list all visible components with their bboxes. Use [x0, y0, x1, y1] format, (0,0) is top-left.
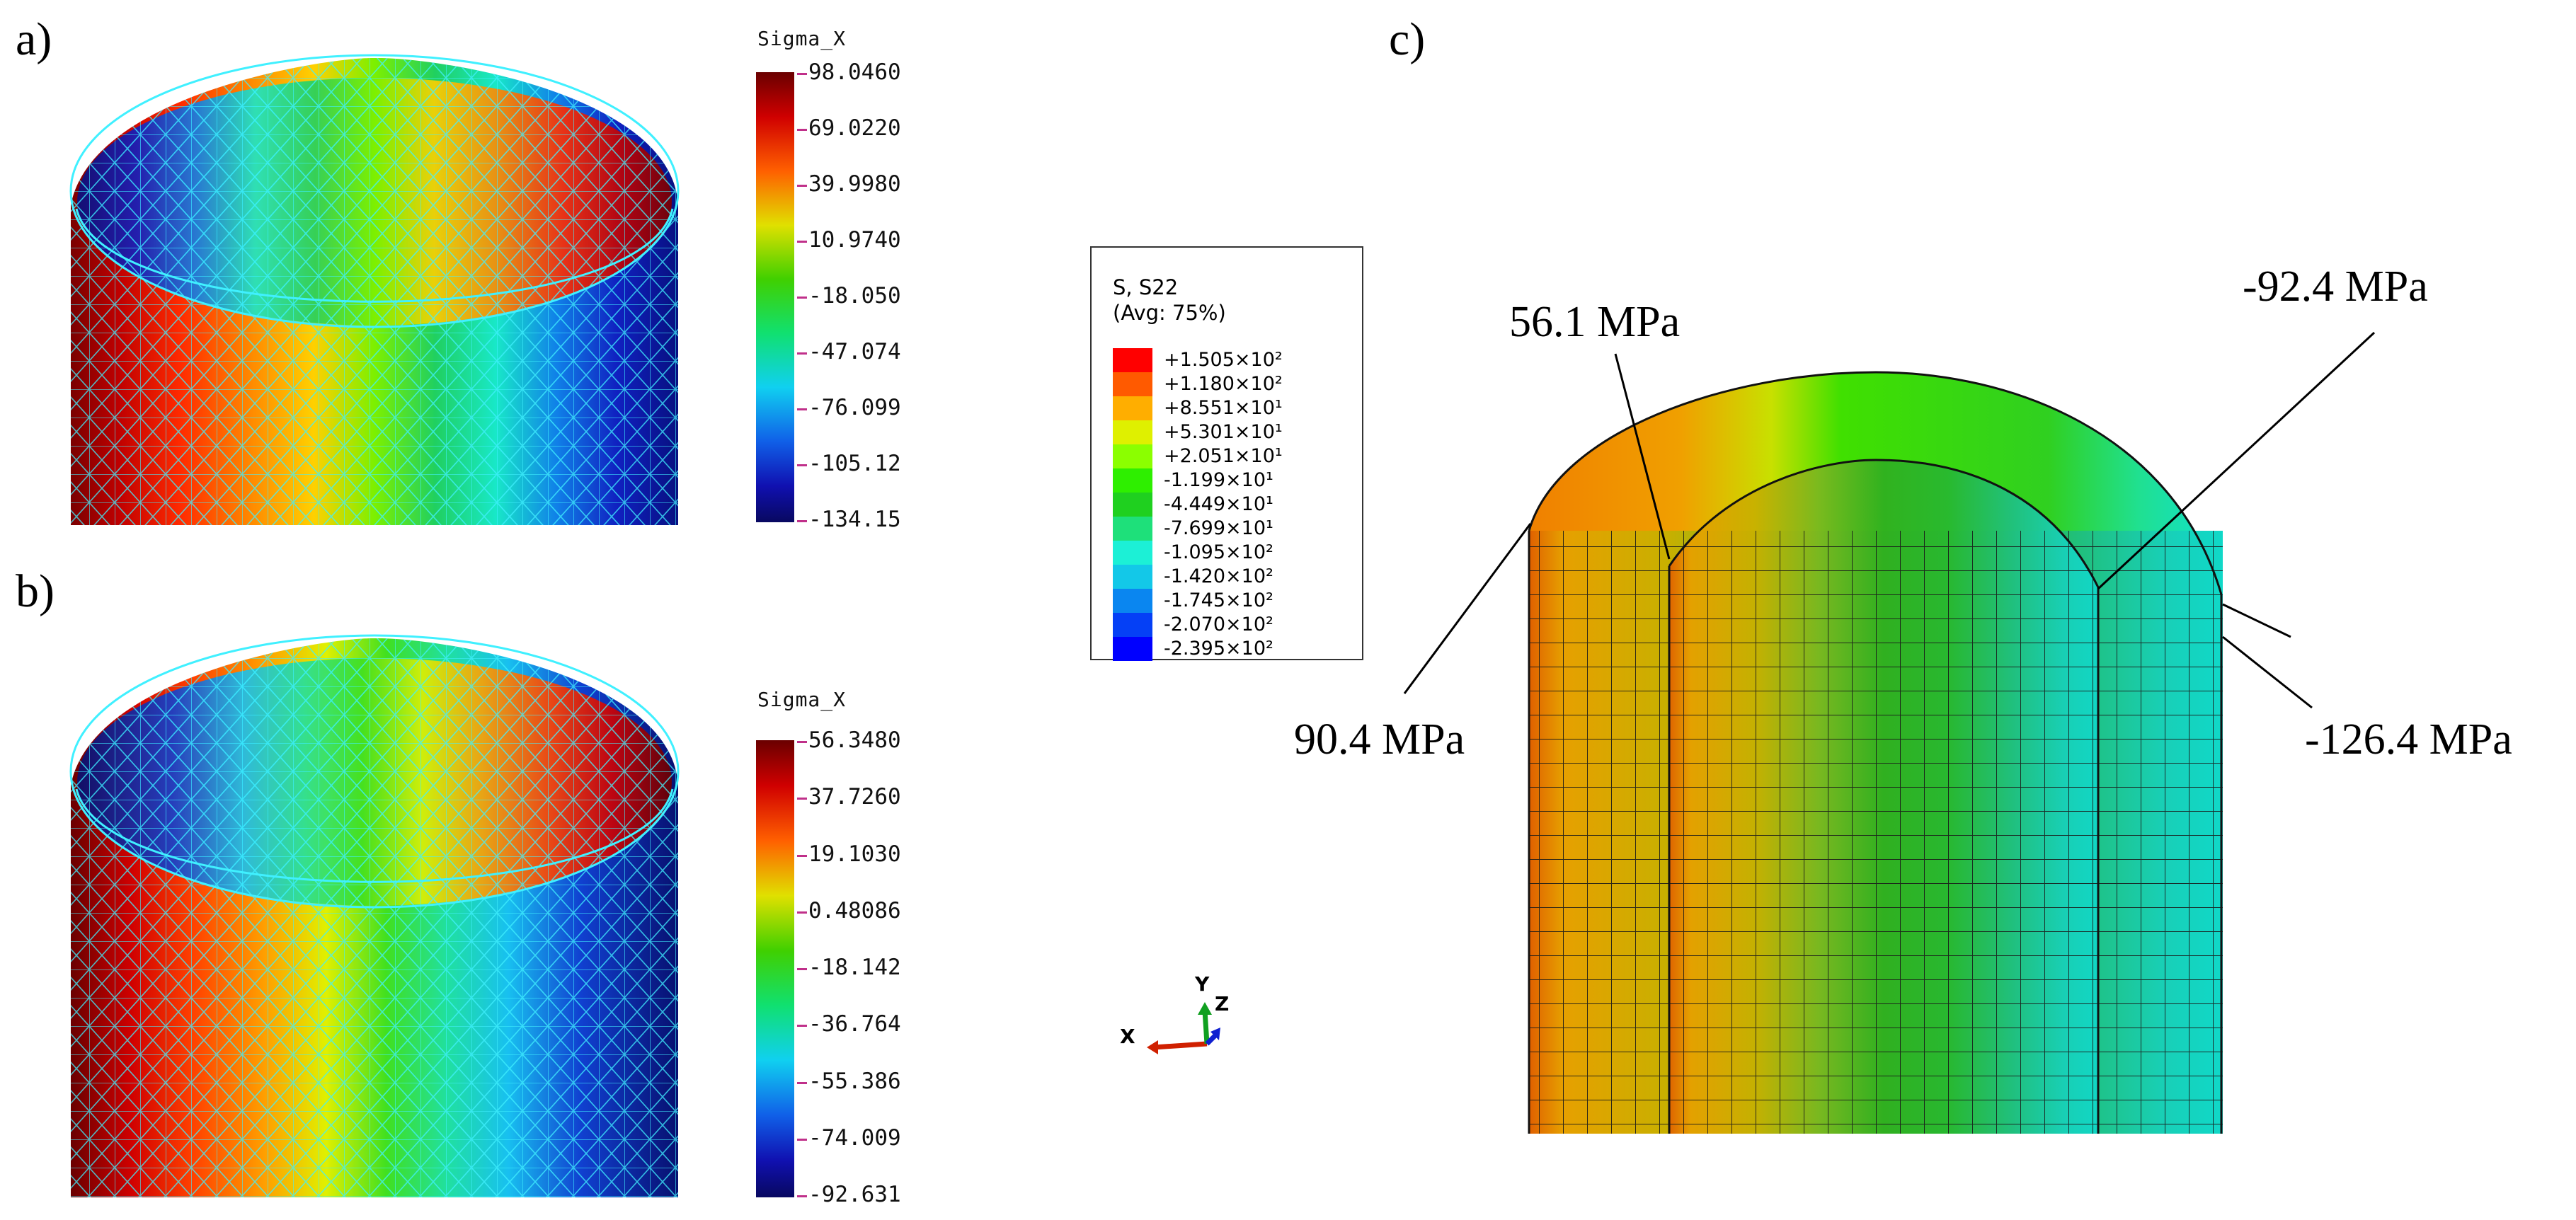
legend-entry: -1.745×10²: [1113, 589, 1368, 613]
legend-entry: -1.199×10¹: [1113, 468, 1368, 493]
colorbar-tick-label: -76.099: [808, 395, 901, 420]
colorbar-tick-mark: [797, 968, 807, 970]
legend-entry: -1.095×10²: [1113, 541, 1368, 565]
axis-triad: [1147, 1002, 1220, 1054]
annotation-outer-right: -126.4 MPa: [2305, 715, 2512, 764]
colorbar-tick-mark: [797, 520, 807, 522]
annotation-inner-left: 56.1 MPa: [1509, 298, 1681, 346]
colorbar-tick-label: -47.074: [808, 339, 901, 364]
colorbar-tick-mark: [797, 798, 807, 800]
legend-entry: -2.070×10²: [1113, 613, 1368, 637]
colorbar-tick-label: 19.1030: [808, 841, 901, 867]
legend-entry-label: -1.420×10²: [1164, 565, 1273, 587]
legend-swatch: [1113, 517, 1152, 541]
colorbar-tick-mark: [797, 464, 807, 466]
legend-entry-label: -2.070×10²: [1164, 614, 1273, 635]
colorbar-a: [756, 72, 794, 522]
colorbar-tick-mark: [797, 408, 807, 410]
abaqus-legend: S, S22 (Avg: 75%) +1.505×10² +1.180×10² +8…: [1090, 246, 1363, 661]
colorbar-tick-mark: [797, 352, 807, 355]
cylinder-plot-a: [69, 54, 680, 526]
colorbar-tick-label: -134.15: [808, 507, 901, 532]
legend-entries: +1.505×10² +1.180×10² +8.551×10¹ +5.301×10¹…: [1113, 348, 1353, 667]
panel-label-a: a): [16, 13, 52, 65]
cylinder-plot-b: [69, 634, 680, 1197]
legend-title-avg: (Avg: 75%): [1113, 301, 1226, 325]
legend-swatch: [1113, 444, 1152, 468]
axis-z-label: Z: [1215, 992, 1230, 1015]
colorbar-tick-label: -105.12: [808, 451, 901, 476]
colorbar-tick-label: -55.386: [808, 1068, 901, 1094]
colorbar-tick-label: 37.7260: [808, 784, 901, 810]
colorbar-b: [756, 740, 794, 1197]
panel-label-b: b): [16, 565, 55, 617]
colorbar-tick-label: 10.9740: [808, 227, 901, 253]
colorbar-tick-mark: [797, 129, 807, 131]
colorbar-tick-mark: [797, 297, 807, 299]
legend-swatch: [1113, 396, 1152, 420]
axis-x-label: X: [1120, 1025, 1135, 1048]
colorbar-tick-mark: [797, 241, 807, 243]
colorbar-tick-mark: [797, 1138, 807, 1141]
legend-entry-label: +5.301×10¹: [1164, 421, 1283, 443]
colorbar-tick-label: -74.009: [808, 1124, 901, 1151]
legend-swatch: [1113, 589, 1152, 613]
legend-entry: -7.699×10¹: [1113, 517, 1368, 541]
legend-entry-label: -2.395×10²: [1164, 638, 1273, 660]
colorbar-tick-label: -18.142: [808, 955, 901, 980]
legend-entry-label: -1.095×10²: [1164, 541, 1273, 563]
colorbar-tick-mark: [797, 854, 807, 857]
colorbar-tick-mark: [797, 185, 807, 187]
colorbar-tick-label: 39.9980: [808, 171, 901, 197]
colorbar-tick-mark: [797, 741, 807, 743]
legend-swatch: [1113, 348, 1152, 372]
legend-swatch: [1113, 541, 1152, 565]
annotation-inner-right: -92.4 MPa: [2243, 263, 2428, 311]
colorbar-tick-mark: [797, 73, 807, 75]
annotation-outer-left: 90.4 MPa: [1294, 715, 1465, 764]
legend-entry: +1.180×10²: [1113, 372, 1368, 396]
legend-entry-label: +1.180×10²: [1164, 373, 1283, 395]
colorbar-tick-label: 56.3480: [808, 727, 901, 753]
legend-entry-label: +8.551×10¹: [1164, 397, 1283, 419]
colorbar-tick-mark: [797, 1081, 807, 1084]
colorbar-tick-mark: [797, 911, 807, 914]
legend-entry-label: -7.699×10¹: [1164, 517, 1273, 539]
legend-entry-label: -1.745×10²: [1164, 589, 1273, 611]
legend-swatch: [1113, 420, 1152, 444]
legend-entry: -2.395×10²: [1113, 637, 1368, 661]
legend-entry: -1.420×10²: [1113, 565, 1368, 589]
colorbar-a-title: Sigma_X: [757, 27, 847, 50]
legend-entry-label: -4.449×10¹: [1164, 493, 1273, 515]
colorbar-tick-label: -36.764: [808, 1011, 901, 1037]
legend-swatch: [1113, 468, 1152, 493]
legend-swatch: [1113, 372, 1152, 396]
colorbar-tick-label: 0.48086: [808, 897, 901, 923]
legend-entry: +8.551×10¹: [1113, 396, 1368, 420]
legend-entry: -4.449×10¹: [1113, 493, 1368, 517]
legend-swatch: [1113, 637, 1152, 661]
axis-y-label: Y: [1195, 972, 1210, 996]
solid-cylinder-plot: [1528, 371, 2223, 1134]
colorbar-tick-label: 69.0220: [808, 115, 901, 141]
colorbar-tick-label: -92.631: [808, 1182, 901, 1207]
panel-label-c: c): [1389, 13, 1426, 65]
legend-entry-label: +1.505×10²: [1164, 349, 1283, 371]
colorbar-tick-mark: [797, 1025, 807, 1028]
colorbar-b-title: Sigma_X: [757, 688, 847, 711]
legend-swatch: [1113, 613, 1152, 637]
colorbar-tick-mark: [797, 1195, 807, 1197]
legend-swatch: [1113, 493, 1152, 517]
legend-entry: +2.051×10¹: [1113, 444, 1368, 468]
legend-entry: +5.301×10¹: [1113, 420, 1368, 444]
colorbar-tick-label: 98.0460: [808, 59, 901, 85]
legend-entry-label: +2.051×10¹: [1164, 445, 1283, 467]
legend-entry: +1.505×10²: [1113, 348, 1368, 372]
colorbar-tick-label: -18.050: [808, 283, 901, 309]
legend-title-quantity: S, S22: [1113, 275, 1179, 299]
legend-entry-label: -1.199×10¹: [1164, 469, 1273, 491]
legend-swatch: [1113, 565, 1152, 589]
